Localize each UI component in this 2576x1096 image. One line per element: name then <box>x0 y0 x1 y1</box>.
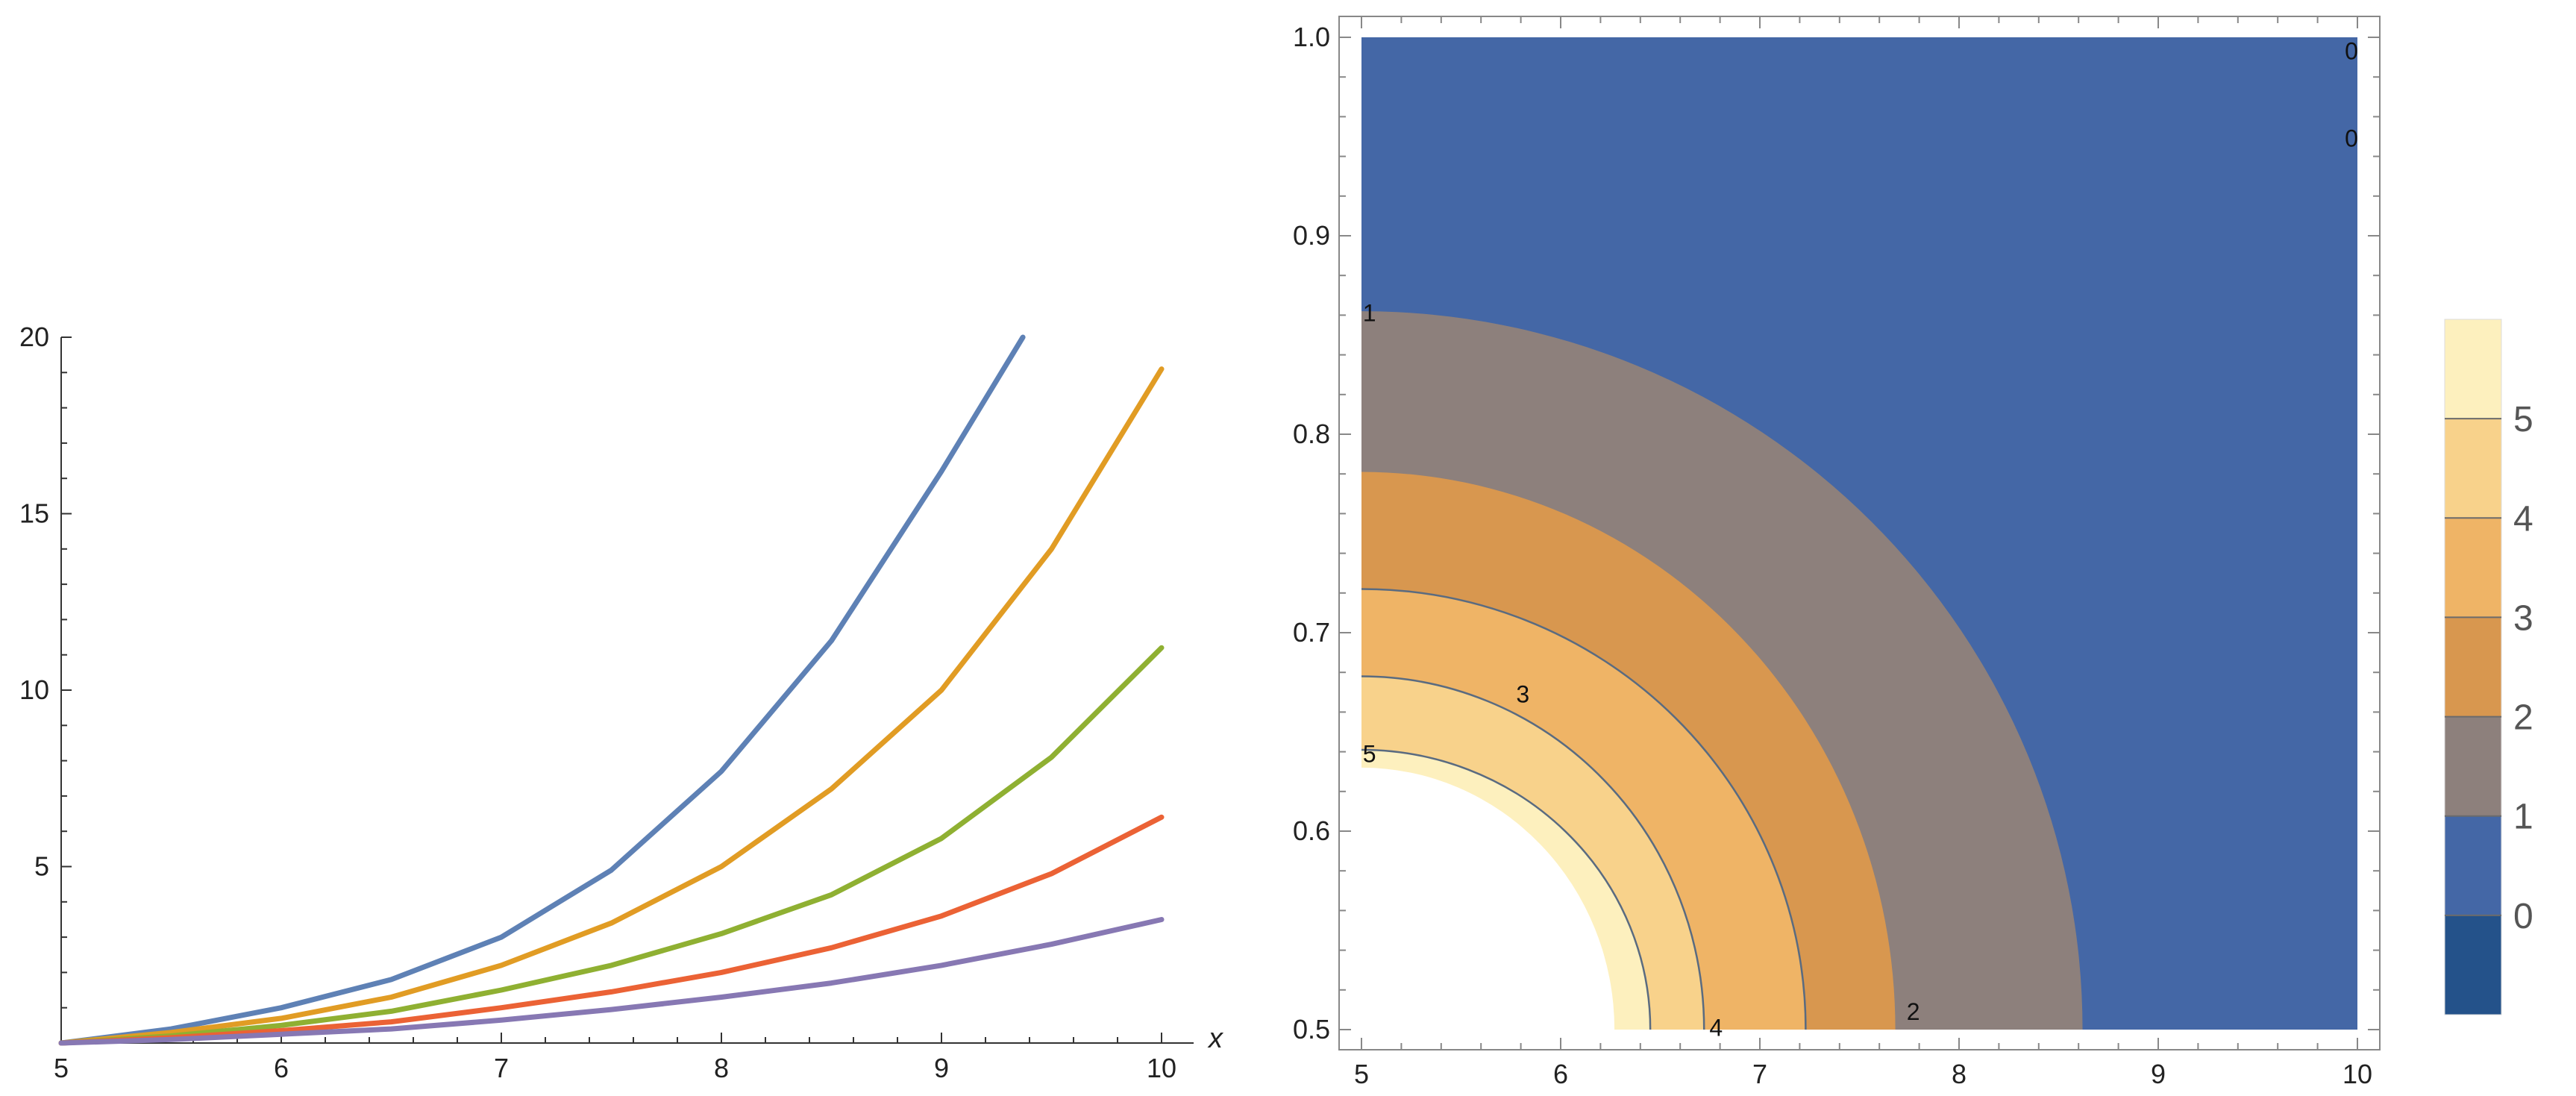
contour-y-tick-label: 0.6 <box>1293 815 1330 846</box>
contour-x-tick-label: 7 <box>1752 1059 1767 1089</box>
contour-label: 4 <box>1709 1014 1723 1041</box>
contour-x-tick-label: 5 <box>1354 1059 1369 1089</box>
contour-label: 0 <box>2345 38 2358 65</box>
y-tick-label: 10 <box>19 674 49 705</box>
colorbar-swatch <box>2445 915 2501 1015</box>
series-line-2 <box>58 366 1165 1046</box>
contour-label: 3 <box>1516 680 1529 707</box>
colorbar-frame <box>2444 319 2502 1015</box>
no-data-region <box>1361 767 1615 1030</box>
contour-x-tick-label: 8 <box>1952 1059 1967 1089</box>
x-tick-label: 6 <box>274 1053 289 1083</box>
contour-x-tick-label: 10 <box>2342 1059 2372 1089</box>
x-tick-label: 10 <box>1147 1053 1176 1083</box>
x-axis-title: x <box>1207 1023 1224 1054</box>
contour-label: 0 <box>2345 125 2358 152</box>
colorbar-swatch <box>2445 716 2501 817</box>
series-line-3 <box>58 645 1165 1046</box>
contour-x-tick-label: 6 <box>1553 1059 1568 1089</box>
contour-y-tick-label: 1.0 <box>1293 22 1330 52</box>
x-tick-label: 9 <box>934 1053 949 1083</box>
contour-y-tick-label: 0.7 <box>1293 617 1330 648</box>
colorbar-swatch <box>2445 815 2501 916</box>
contour-label: 1 <box>1363 300 1376 327</box>
x-tick-label: 5 <box>54 1053 69 1083</box>
colorbar-level-label: 4 <box>2513 499 2533 539</box>
line-chart: 5 6 7 8 9 10 5 10 15 20 x <box>19 322 1224 1083</box>
contour-y-tick-label: 0.5 <box>1293 1014 1330 1045</box>
colorbar-level-label: 0 <box>2513 897 2533 936</box>
x-tick-label: 7 <box>494 1053 509 1083</box>
series-line-1 <box>58 334 1026 1046</box>
contour-chart: 5 6 7 8 9 10 0.5 0.6 0.7 0.8 0.9 1.0 0 0 1 3 5 4 2 <box>1293 16 2381 1089</box>
contour-line-3 <box>1361 588 1807 1030</box>
colorbar-level-label: 5 <box>2513 400 2533 439</box>
contour-label: 5 <box>1363 740 1376 767</box>
contour-line-5 <box>1361 748 1652 1030</box>
series-line-4 <box>58 814 1165 1046</box>
x-tick-label: 8 <box>714 1053 729 1083</box>
colorbar-swatch <box>2445 518 2501 618</box>
colorbar-level-label: 2 <box>2513 698 2533 738</box>
contour-frame <box>1338 16 2381 1050</box>
colorbar-swatch <box>2445 617 2501 718</box>
colorbar-level-label: 3 <box>2513 598 2533 638</box>
colorbar-swatch <box>2445 319 2501 419</box>
y-tick-label: 20 <box>19 322 49 352</box>
contour-x-tick-label: 9 <box>2151 1059 2166 1089</box>
contour-y-tick-label: 0.8 <box>1293 419 1330 449</box>
contour-line-4 <box>1361 675 1705 1030</box>
colorbar-level-label: 1 <box>2513 798 2533 837</box>
series-line-5 <box>58 917 1165 1046</box>
contour-y-tick-label: 0.9 <box>1293 220 1330 251</box>
colorbar-swatch <box>2445 419 2501 519</box>
contour-label: 2 <box>1907 998 1920 1025</box>
colorbar-legend: 0 1 2 3 4 5 <box>2444 319 2533 1015</box>
y-tick-label: 5 <box>34 851 49 882</box>
y-tick-label: 15 <box>19 498 49 529</box>
